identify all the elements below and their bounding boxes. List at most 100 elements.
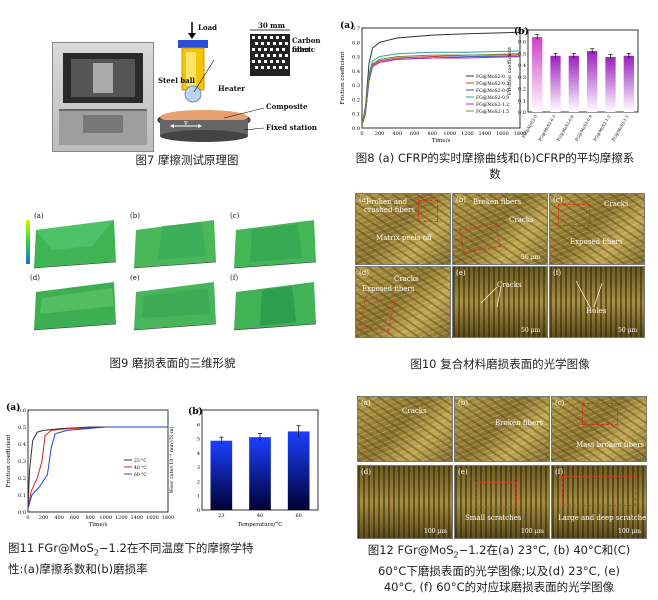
fig10-figure: (a) Broken and crushed fibers Matrix pee… (355, 193, 645, 338)
bar (287, 431, 310, 510)
y-tick-label: 0.6 (518, 40, 526, 46)
bar (587, 51, 598, 112)
category-label: 23 (218, 513, 224, 519)
x-tick-label: 1800 (162, 515, 175, 521)
topography-d (32, 278, 118, 332)
label-heater: Heater (218, 84, 245, 93)
x-axis-label: Time/s (432, 138, 451, 144)
x-tick-label: 1200 (115, 515, 128, 521)
plot-frame (527, 29, 639, 113)
topography-f (232, 278, 318, 332)
fig12-figure: (a) Cracks (b) Broken fibers (c) Mass br… (357, 396, 647, 539)
y-axis-label: Friction coefficient (6, 434, 12, 488)
category-label: FG@MoS2-1.5 (611, 114, 630, 142)
ball-image-d: (d) 100 μm (357, 465, 453, 539)
panel-label: (a) (340, 20, 354, 31)
bar (605, 56, 616, 112)
y-tick-label: 6 (197, 422, 200, 428)
fig7-caption: 图7 摩擦测试原理图 (135, 153, 239, 167)
fig9-caption: 图9 磨损表面的三维形貌 (109, 356, 236, 370)
fig10-caption: 图10 复合材料磨损表面的光学图像 (410, 357, 590, 371)
topography-b (132, 216, 218, 270)
legend-entry: FG@MoS2-1.5 (476, 108, 509, 115)
bar (550, 55, 561, 112)
topography-a (32, 216, 118, 270)
panel-label: (b) (188, 406, 203, 417)
label-composite: Composite (266, 102, 308, 111)
y-tick-label: 0.6 (18, 408, 26, 414)
x-tick-label: 400 (392, 131, 402, 137)
x-tick-label: 200 (375, 131, 385, 137)
y-tick-label: 0.5 (518, 51, 526, 57)
x-tick-label: 1600 (146, 515, 159, 521)
bar (532, 37, 543, 112)
fig11-chart-a: 0 200 400 600 800 1000 1200 1400 1600 1800 0.0 0.1 0… (6, 402, 175, 528)
y-tick-label: 7 (197, 408, 200, 414)
category-label: 40 (257, 513, 263, 519)
micrograph-e: (e) Cracks 50 μm (452, 266, 548, 338)
category-label: FG@MoS2-1.2 (592, 114, 611, 142)
panel-label-e: (e) (130, 274, 140, 282)
bar (568, 55, 579, 112)
panel-label-b: (b) (130, 212, 140, 220)
x-tick-label: 400 (54, 515, 64, 521)
y-tick-label: 2 (197, 479, 200, 485)
x-tick-label: 800 (427, 131, 437, 137)
fig8-caption: 图8 (a) CFRP的实时摩擦曲线和(b)CFRP的平均摩擦系数 (355, 151, 635, 181)
panel-label-a: (a) (34, 212, 44, 220)
fig12-caption: 图12 FGr@MoS2−1.2在(a) 23°C, (b) 40°C和(C) … (367, 543, 631, 595)
bar (623, 55, 634, 112)
y-tick-label: 0.0 (518, 110, 526, 116)
colorbar (26, 220, 30, 264)
y-tick-label: 0.0 (18, 510, 26, 516)
legend-entry: 60 °C (134, 472, 147, 478)
x-tick-label: 0 (26, 515, 29, 521)
x-tick-label: 800 (85, 515, 95, 521)
label-velocity: v (184, 119, 188, 127)
category-label: FG@MoS2-0.3 (537, 114, 556, 142)
panel-label: (b) (514, 26, 529, 37)
y-tick-label: 1 (197, 494, 200, 500)
x-tick-label: 1200 (461, 131, 474, 137)
ball-image-c: (c) Mass broken fibers (551, 396, 647, 462)
x-tick-label: 200 (39, 515, 49, 521)
x-tick-label: 1000 (443, 131, 456, 137)
y-tick-label: 0.7 (352, 26, 360, 32)
x-tick-label: 0 (360, 131, 363, 137)
micrograph-b: (b) Broken fibers Cracks 50 μm (452, 193, 548, 265)
y-tick-label: 0.1 (518, 98, 526, 104)
plot-frame (27, 409, 169, 513)
series-line (361, 31, 521, 126)
ball-image-a: (a) Cracks (357, 396, 453, 462)
y-tick-label: 3 (197, 465, 200, 471)
series-line (27, 426, 168, 509)
x-tick-label: 1800 (514, 131, 527, 137)
series-line (27, 426, 168, 509)
tribometer-photo (52, 42, 154, 152)
y-tick-label: 0.3 (352, 83, 360, 89)
y-tick-label: 0.3 (18, 459, 26, 465)
legend-entry: FG@MoS2-0.9 (476, 94, 509, 101)
x-axis-label: Time/s (89, 522, 108, 528)
x-axis-label: Temperature/°C (238, 522, 283, 528)
legend-entry: 23 °C (134, 458, 147, 464)
y-tick-label: 0.0 (352, 126, 360, 132)
y-tick-label: 0.2 (18, 476, 26, 482)
label-carbon-fiber: Carbon fiber (292, 36, 321, 54)
fig11-caption: 图11 FGr@MoS2−1.2在不同温度下的摩擦学特 性:(a)摩擦系数和(b… (8, 541, 254, 577)
bar (249, 437, 271, 510)
x-tick-label: 1400 (479, 131, 492, 137)
series-line (27, 426, 168, 509)
y-tick-label: 0.5 (18, 425, 26, 431)
y-tick-label: 0.1 (352, 112, 360, 118)
y-tick-label: 0.6 (352, 40, 360, 46)
legend-entry: FG@MoS2-1.2 (476, 101, 509, 108)
legend-entry: FG@MoS2-0 (476, 73, 505, 80)
y-tick-label: 5 (197, 437, 200, 443)
micrograph-c: (c) Cracks Exposed fibers (549, 193, 645, 265)
series-line (361, 53, 521, 126)
micrograph-d: (d) Cracks Exposed fibers (355, 266, 451, 338)
y-tick-label: 4 (197, 451, 200, 457)
y-tick-label: 0.2 (518, 87, 526, 93)
fig7-figure: Load 30 mm Carbon fiber fabric Steel bal… (52, 20, 322, 152)
